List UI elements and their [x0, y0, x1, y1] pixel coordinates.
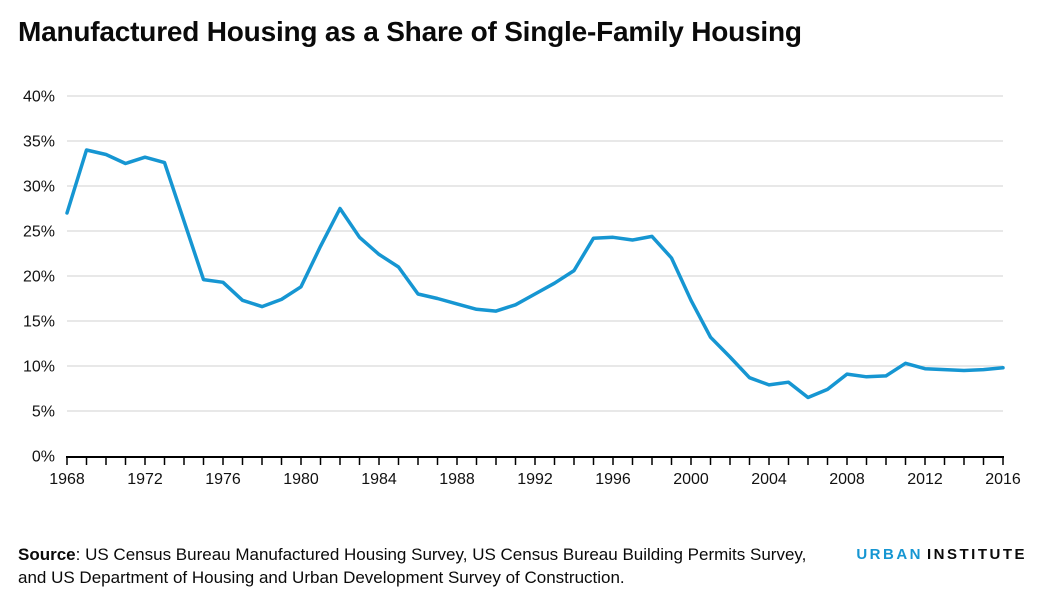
- x-axis-tick-label: 2000: [673, 471, 709, 488]
- y-axis-tick-label: 30%: [23, 179, 55, 196]
- x-axis-tick-label: 2008: [829, 471, 865, 488]
- y-axis-tick-label: 5%: [32, 404, 55, 421]
- source-label: Source: [18, 545, 76, 564]
- x-axis-tick-label: 1984: [361, 471, 397, 488]
- x-axis-tick-label: 1992: [517, 471, 553, 488]
- y-axis-tick-label: 10%: [23, 359, 55, 376]
- x-axis-tick-label: 1968: [49, 471, 85, 488]
- x-axis-tick-label: 1996: [595, 471, 631, 488]
- x-axis-tick-label: 1980: [283, 471, 319, 488]
- x-axis-tick-label: 1972: [127, 471, 163, 488]
- y-axis-tick-label: 0%: [32, 449, 55, 466]
- y-axis-tick-label: 35%: [23, 134, 55, 151]
- x-axis-tick-label: 2016: [985, 471, 1021, 488]
- urban-institute-logo: URBAN INSTITUTE: [856, 546, 1027, 563]
- y-axis-tick-label: 40%: [23, 89, 55, 106]
- logo-word-institute: INSTITUTE: [927, 546, 1027, 563]
- data-line-manufactured-housing-share: [65, 148, 1005, 400]
- y-axis-tick-label: 20%: [23, 269, 55, 286]
- logo-word-urban: URBAN: [856, 546, 923, 563]
- y-axis-tick-label: 15%: [23, 314, 55, 331]
- x-axis-tick-label: 1988: [439, 471, 475, 488]
- y-axis-tick-label: 25%: [23, 224, 55, 241]
- x-axis-tick-label: 2012: [907, 471, 943, 488]
- source-note: Source: US Census Bureau Manufactured Ho…: [18, 543, 838, 589]
- chart-title: Manufactured Housing as a Share of Singl…: [18, 16, 802, 47]
- x-axis-tick-label: 2004: [751, 471, 787, 488]
- x-axis-tick-label: 1976: [205, 471, 241, 488]
- source-text: : US Census Bureau Manufactured Housing …: [18, 545, 807, 587]
